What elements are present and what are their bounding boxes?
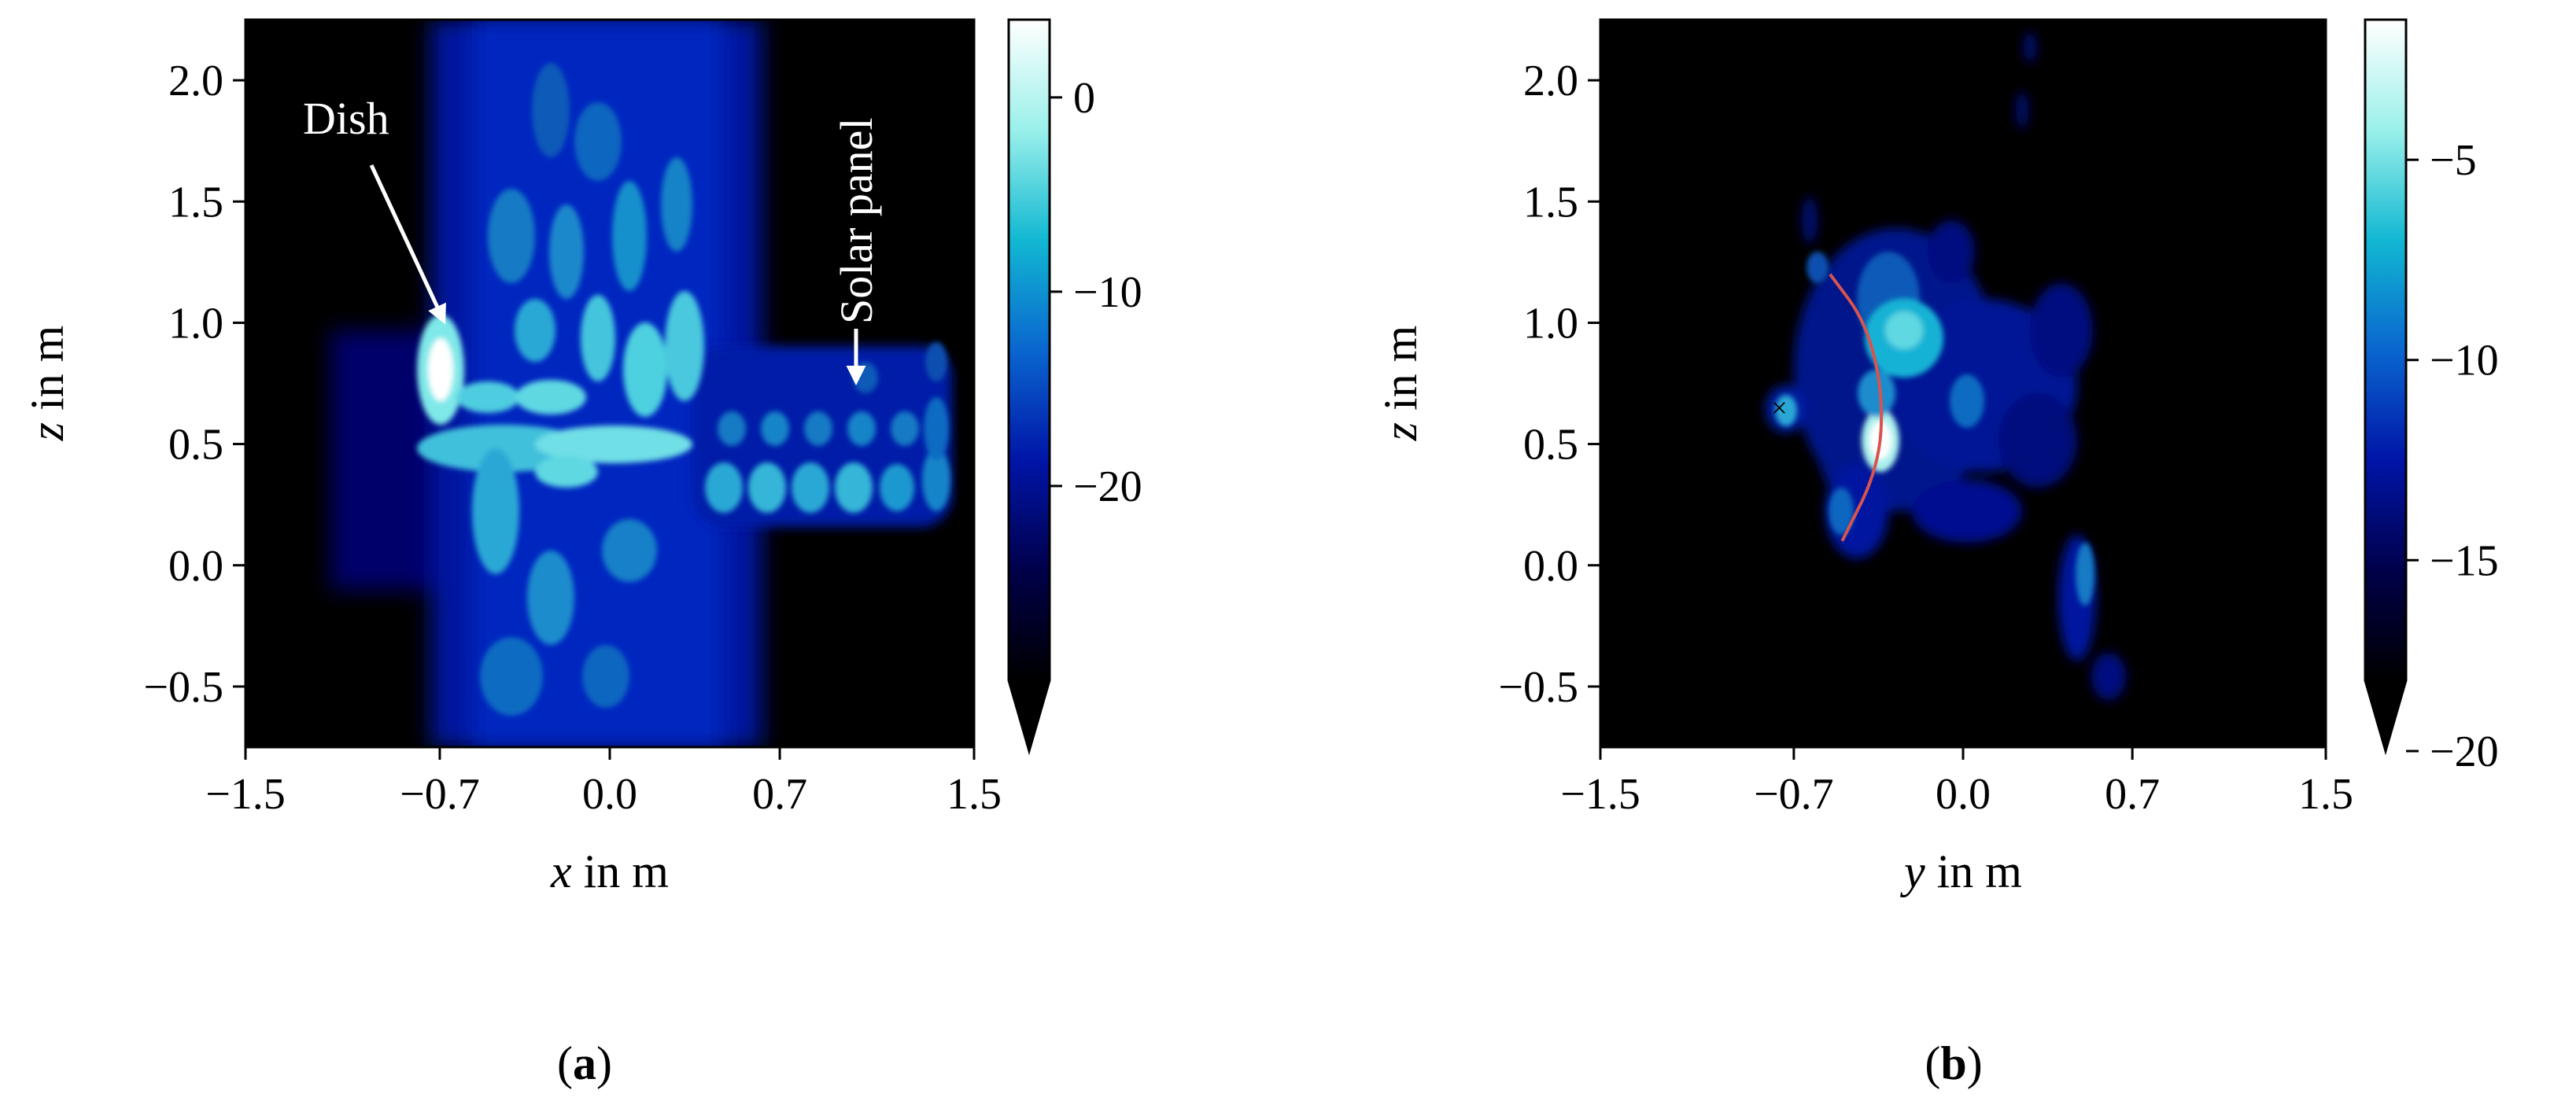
colorbar-tick-label: −20 (1073, 462, 1142, 511)
axes-b-xlabel: y in m (1899, 845, 2022, 897)
ytick-label: 1.5 (168, 178, 223, 227)
ytick-label: 2.0 (1523, 57, 1578, 105)
colorbar-outline (2364, 18, 2408, 756)
ytick-label: 0.5 (168, 421, 223, 470)
xtick-label: 0.7 (2105, 770, 2160, 819)
axes-a-ylabel: z in m (21, 326, 73, 442)
position-marker: × (1771, 392, 1787, 423)
colorbar-outline (1007, 18, 1051, 756)
panel-b: × −1.5 −0.7 0.0 0.7 1.5 −0.50.00.51.01.52.0 … (1375, 18, 2499, 1089)
colorbar-tick-label: −10 (1073, 268, 1142, 317)
solar-panel-annotation: Solar panel (831, 117, 882, 324)
colorbar-tick-label: −20 (2430, 727, 2499, 776)
xtick-label: 0.0 (582, 770, 637, 819)
ytick-label: 0.0 (168, 542, 223, 591)
ytick-label: 2.0 (168, 57, 223, 105)
colorbar-gradient (1009, 20, 1050, 680)
panel-label-a: (a) (557, 1037, 612, 1089)
xtick-label: 0.7 (752, 770, 807, 819)
colorbar-b-ticks: −5 −10 −15 −20 (2406, 136, 2499, 776)
panel-a: −1.5 −0.7 0.0 0.7 1.5 −0.5 0.0 0.5 1.0 1.5 2.0 Di… (21, 18, 1142, 1089)
axes-a-yticks: −0.5 0.0 0.5 1.0 1.5 2.0 (143, 57, 245, 712)
xtick-label: −1.5 (1560, 770, 1640, 819)
colorbar-extend-triangle (1009, 680, 1050, 751)
dish-annotation: Dish (303, 93, 389, 144)
colorbar-a (1007, 18, 1051, 756)
colorbar-tick-label: −15 (2430, 536, 2499, 585)
xtick-label: 1.5 (947, 770, 1002, 819)
colorbar-b (2364, 18, 2408, 756)
heatmap-a-blobs (417, 63, 950, 716)
colorbar-tick-label: 0 (1073, 74, 1095, 123)
ytick-label: −0.5 (1498, 663, 1578, 712)
xtick-label: −1.5 (205, 770, 286, 819)
colorbar-tick-label: −10 (2430, 337, 2499, 385)
axes-a-xticks: −1.5 −0.7 0.0 0.7 1.5 (205, 747, 1002, 819)
colorbar-gradient (2365, 20, 2406, 680)
colorbar-extend-triangle (2365, 680, 2406, 751)
ytick-label: 0.0 (1523, 542, 1578, 591)
xtick-label: −0.7 (1754, 770, 1834, 819)
ytick-label: 1.0 (168, 299, 223, 348)
axes-b-xticks: −1.5 −0.7 0.0 0.7 1.5 (1560, 747, 2353, 819)
ytick-label: −0.5 (143, 663, 223, 712)
xtick-label: 0.0 (1936, 770, 1991, 819)
ytick-label: 1.5 (1523, 178, 1578, 227)
axes-b-ylabel: z in m (1375, 326, 1426, 442)
xtick-label: −0.7 (400, 770, 480, 819)
trajectory-arc (1829, 273, 1884, 542)
colorbar-tick-label: −5 (2430, 136, 2477, 185)
panel-label-b: (b) (1925, 1037, 1982, 1089)
axes-b-yticks: −0.5 0.0 0.5 1.0 1.5 2.0 (1498, 57, 1600, 712)
colorbar-a-ticks: 0 −10 −20 (1050, 74, 1142, 511)
ytick-label: 1.0 (1523, 299, 1578, 348)
ytick-label: 0.5 (1523, 421, 1578, 470)
xtick-label: 1.5 (2298, 770, 2353, 819)
heatmap-b: × (1600, 20, 2326, 747)
axes-a-xlabel: x in m (550, 845, 669, 897)
dish-arrow (369, 164, 446, 325)
